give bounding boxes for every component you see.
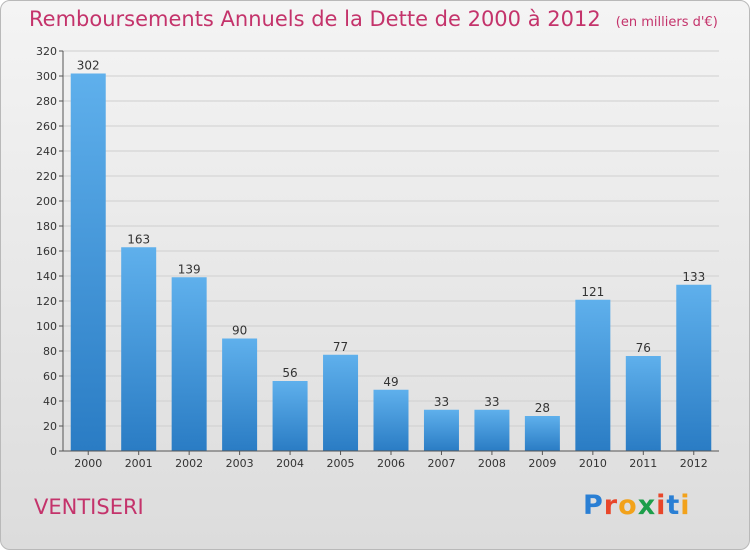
bar <box>524 416 560 451</box>
bar <box>676 284 712 451</box>
bar <box>70 73 106 451</box>
y-tick-label: 120 <box>36 295 57 308</box>
x-tick-label: 2000 <box>74 457 102 470</box>
bar <box>575 299 611 451</box>
x-tick-label: 2010 <box>579 457 607 470</box>
x-tick-label: 2005 <box>327 457 355 470</box>
y-tick-label: 240 <box>36 145 57 158</box>
proxiti-logo: Proxiti <box>583 490 691 521</box>
x-tick-label: 2001 <box>125 457 153 470</box>
x-tick-label: 2012 <box>680 457 708 470</box>
logo-letter: P <box>583 490 604 521</box>
bar-value-label: 302 <box>77 59 100 73</box>
logo-letter: x <box>637 490 657 521</box>
bar-value-label: 49 <box>383 375 398 389</box>
bar-value-label: 163 <box>127 232 150 246</box>
x-tick-label: 2002 <box>175 457 203 470</box>
bar <box>373 389 409 451</box>
bar-value-label: 76 <box>636 341 651 355</box>
bar <box>625 356 661 451</box>
bar <box>423 409 459 451</box>
y-tick-label: 160 <box>36 245 57 258</box>
x-tick-label: 2009 <box>528 457 556 470</box>
y-tick-label: 100 <box>36 320 57 333</box>
x-tick-label: 2007 <box>427 457 455 470</box>
x-tick-label: 2004 <box>276 457 304 470</box>
bar-value-label: 139 <box>178 262 201 276</box>
y-tick-label: 260 <box>36 120 57 133</box>
y-tick-label: 200 <box>36 195 57 208</box>
bar-value-label: 133 <box>682 270 705 284</box>
bar <box>121 247 157 451</box>
bar <box>171 277 207 451</box>
y-tick-label: 280 <box>36 95 57 108</box>
x-tick-label: 2008 <box>478 457 506 470</box>
bar-value-label: 77 <box>333 340 348 354</box>
logo-letter: i <box>656 490 667 521</box>
bar <box>323 354 359 451</box>
y-tick-label: 180 <box>36 220 57 233</box>
title-row: Remboursements Annuels de la Dette de 20… <box>29 7 718 31</box>
y-tick-label: 80 <box>43 345 57 358</box>
bar <box>272 381 308 451</box>
bar-value-label: 90 <box>232 324 247 338</box>
chart-subtitle: (en milliers d'€) <box>615 15 718 30</box>
y-tick-label: 320 <box>36 45 57 58</box>
logo-letter: o <box>618 490 638 521</box>
y-tick-label: 20 <box>43 420 57 433</box>
logo-letter: r <box>603 490 619 521</box>
x-tick-label: 2003 <box>226 457 254 470</box>
commune-name: VENTISERI <box>34 495 144 519</box>
y-tick-label: 300 <box>36 70 57 83</box>
bar <box>474 409 510 451</box>
y-tick-label: 40 <box>43 395 57 408</box>
bar-value-label: 56 <box>282 366 297 380</box>
x-tick-label: 2011 <box>629 457 657 470</box>
y-tick-label: 140 <box>36 270 57 283</box>
bar-value-label: 121 <box>581 285 604 299</box>
logo-letter: i <box>680 490 691 521</box>
bar-value-label: 33 <box>484 395 499 409</box>
y-tick-label: 0 <box>50 445 57 458</box>
x-tick-label: 2006 <box>377 457 405 470</box>
y-tick-label: 60 <box>43 370 57 383</box>
bar <box>222 338 258 451</box>
logo-letter: t <box>666 490 681 521</box>
chart-title: Remboursements Annuels de la Dette de 20… <box>29 7 601 31</box>
bar-value-label: 28 <box>535 401 550 415</box>
y-tick-label: 220 <box>36 170 57 183</box>
bar-value-label: 33 <box>434 395 449 409</box>
